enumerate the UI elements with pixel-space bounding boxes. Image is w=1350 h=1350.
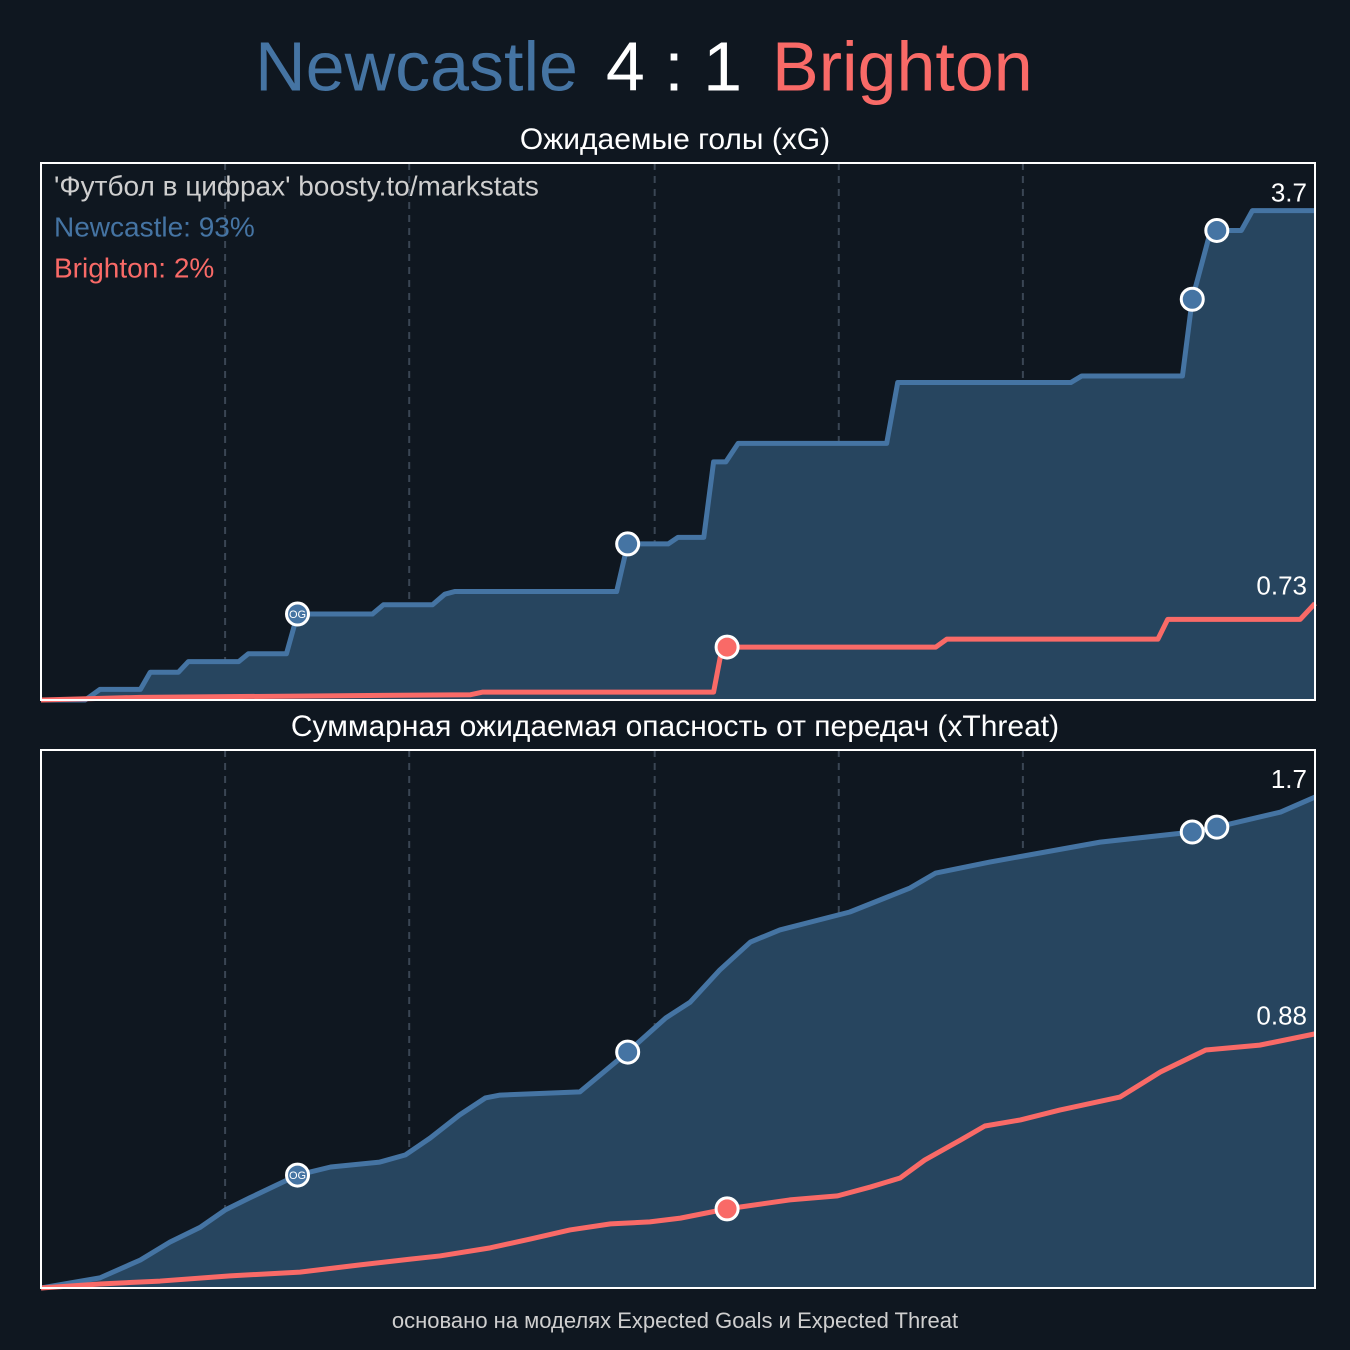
goal-marker [1204,217,1230,243]
goal-label: OG [289,609,306,621]
away-team: Brighton [772,27,1033,105]
end-label: 0.73 [1256,570,1307,600]
goal-marker [615,1039,641,1065]
score: 4 : 1 [606,27,742,105]
home-team: Newcastle [255,27,578,105]
goal-marker [615,531,641,557]
panel-title: Суммарная ожидаемая опасность от передач… [291,710,1059,743]
line [40,601,1317,703]
goal-marker [1179,819,1205,845]
goal-marker [285,1162,311,1188]
goal-marker [1204,814,1230,840]
area [41,797,1315,1288]
area [41,210,1315,700]
annotation: 'Футбол в цифрах' boosty.to/markstats [54,170,539,201]
goal-marker [285,601,311,627]
panel-frame [40,162,1316,701]
footer: основано на моделях Expected Goals и Exp… [392,1308,958,1333]
line [41,208,1315,703]
goal-label: OG [289,1170,306,1182]
end-label: 1.7 [1271,764,1307,794]
end-label: 3.7 [1271,177,1307,207]
goal-marker [714,634,740,660]
end-label: 0.88 [1256,1001,1307,1031]
goal-marker [714,1196,740,1222]
panel-frame [40,749,1316,1289]
annotation: Brighton: 2% [54,252,214,283]
annotation: Newcastle: 93% [54,211,255,242]
panel-title: Ожидаемые голы (xG) [520,123,830,156]
line [40,794,1317,1291]
goal-marker [1179,286,1205,312]
